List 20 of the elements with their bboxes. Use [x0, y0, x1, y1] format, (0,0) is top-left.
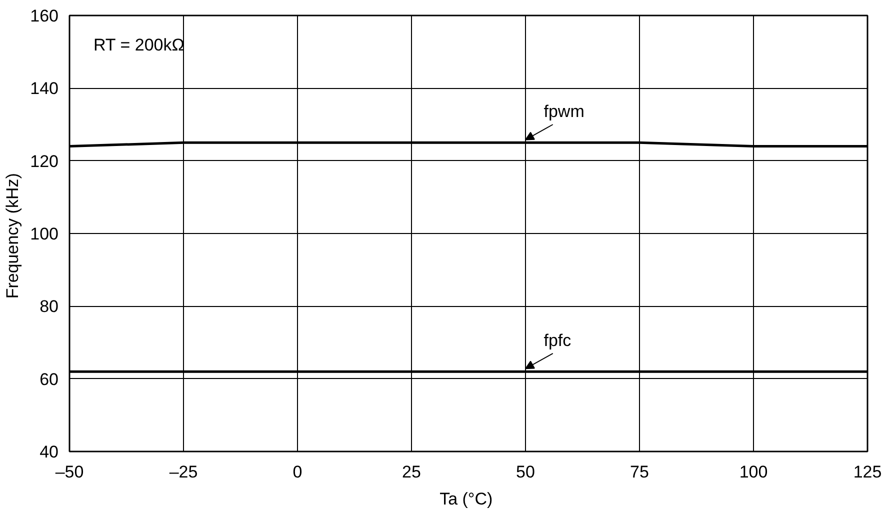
y-tick-label: 140	[30, 79, 59, 98]
x-tick-label: –50	[55, 462, 84, 482]
x-tick-label: 75	[630, 462, 649, 482]
x-axis-title: Ta (°C)	[440, 490, 493, 508]
y-tick-label: 160	[30, 6, 59, 26]
y-tick-label: 80	[40, 297, 59, 316]
y-axis-title: Frequency (kHz)	[3, 173, 22, 299]
x-tick-label: 0	[292, 462, 302, 482]
x-tick-label: –25	[169, 462, 198, 482]
y-tick-label: 60	[40, 370, 59, 389]
x-tick-label: 25	[402, 462, 421, 482]
y-tick-label: 120	[30, 152, 59, 171]
x-tick-label: 50	[516, 462, 535, 482]
annotation: RT = 200kΩ	[93, 36, 184, 55]
x-tick-label: 125	[853, 462, 882, 482]
x-tick-label: 100	[739, 462, 768, 482]
annotation: fpwm	[544, 102, 584, 121]
y-tick-label: 40	[40, 442, 59, 462]
annotation: fpfc	[544, 330, 572, 350]
y-tick-label: 100	[30, 224, 59, 244]
